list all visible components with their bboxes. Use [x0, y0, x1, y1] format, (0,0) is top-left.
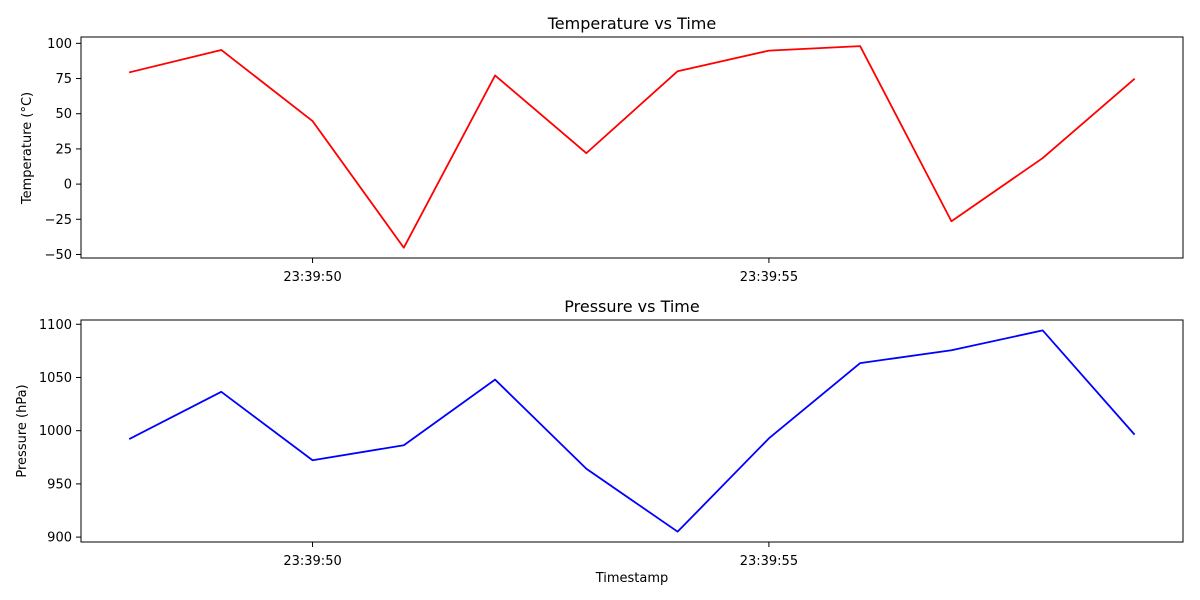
temperature-series-line — [128, 45, 1136, 249]
temperature-chart: Temperature vs Time Temperature (°C) 100… — [20, 14, 1184, 285]
temperature-axis-ticks: 100 75 50 25 0 −25 −50 23:39:50 23:39:55 — [45, 37, 799, 285]
temperature-y-tick-label: 0 — [64, 178, 72, 193]
pressure-x-tick-label: 23:39:50 — [283, 554, 341, 569]
temperature-x-tick-label: 23:39:55 — [740, 270, 798, 285]
pressure-x-tick-label: 23:39:55 — [740, 554, 798, 569]
pressure-y-axis-label: Pressure (hPa) — [15, 384, 30, 477]
temperature-chart-title: Temperature vs Time — [547, 14, 716, 33]
temperature-y-tick-label: 50 — [55, 107, 72, 122]
pressure-y-tick-label: 1000 — [39, 424, 72, 439]
temperature-y-axis-label: Temperature (°C) — [20, 92, 35, 205]
temperature-y-tick-label: −50 — [45, 248, 72, 263]
pressure-y-tick-label: 1050 — [39, 371, 72, 386]
temperature-y-tick-label: 75 — [55, 72, 72, 87]
pressure-y-tick-label: 1100 — [39, 318, 72, 333]
pressure-chart: Pressure vs Time Pressure (hPa) Timestam… — [15, 297, 1184, 586]
pressure-plot-frame — [80, 319, 1184, 543]
temperature-y-tick-label: −25 — [45, 213, 72, 228]
pressure-y-tick-label: 950 — [47, 477, 72, 492]
temperature-plot-frame — [80, 36, 1184, 259]
pressure-series-group — [128, 329, 1136, 533]
pressure-chart-title: Pressure vs Time — [564, 297, 699, 316]
pressure-x-axis-label: Timestamp — [595, 571, 669, 586]
pressure-y-tick-label: 900 — [47, 531, 72, 546]
temperature-x-tick-label: 23:39:50 — [283, 270, 341, 285]
pressure-series-line — [128, 329, 1136, 533]
temperature-series-group — [128, 45, 1136, 249]
temperature-y-tick-label: 25 — [55, 142, 72, 157]
temperature-y-tick-label: 100 — [47, 37, 72, 52]
pressure-axis-ticks: 1100 1050 1000 950 900 23:39:50 23:39:55 — [39, 318, 798, 569]
